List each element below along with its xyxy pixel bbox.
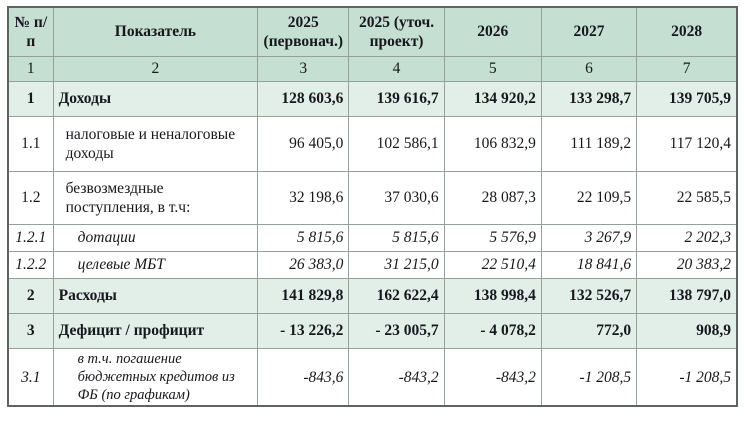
column-index: 2 [52,56,259,82]
value-cell: 22 109,5 [540,171,638,225]
value-cell: 31 215,0 [348,251,445,279]
column-header-num: № п/п [7,6,54,57]
table-row-dotations: 1.2.1 дотации 5 815,6 5 815,6 5 576,9 3 … [7,224,738,252]
value-cell: 20 383,2 [636,251,738,279]
row-label-cell: безвозмездные поступления, в т.ч: [52,171,259,225]
row-num-cell: 1.2 [7,171,54,225]
value-cell: 162 622,4 [348,278,445,314]
row-num-cell: 3 [7,313,54,349]
value-cell: -1 208,5 [636,348,738,407]
budget-table: № п/п Показатель 2025 (первонач.) 2025 (… [7,6,738,408]
table-row-expenditures: 2 Расходы 141 829,8 162 622,4 138 998,4 … [7,278,738,314]
table-row-deficit-surplus: 3 Дефицит / профицит - 13 226,2 - 23 005… [7,313,738,349]
table-row-incomes: 1 Доходы 128 603,6 139 616,7 134 920,2 1… [7,81,738,117]
table-row-tax-nontax: 1.1 налоговые и неналоговые доходы 96 40… [7,116,738,172]
table-row-targeted-mbt: 1.2.2 целевые МБТ 26 383,0 31 215,0 22 5… [7,251,738,279]
column-header-2028: 2028 [636,6,738,57]
row-label-cell: в т.ч. погашение бюджетных кредитов из Ф… [52,348,259,407]
value-cell: 132 526,7 [540,278,638,314]
row-num-cell: 2 [7,278,54,314]
column-index: 6 [540,56,638,82]
row-label-cell: налоговые и неналоговые доходы [52,116,259,172]
value-cell: - 13 226,2 [257,313,350,349]
value-cell: 134 920,2 [443,81,542,117]
value-cell: 128 603,6 [257,81,350,117]
value-cell: -1 208,5 [540,348,638,407]
value-cell: -843,2 [443,348,542,407]
value-cell: - 4 078,2 [443,313,542,349]
value-cell: -843,6 [257,348,350,407]
value-cell: 138 797,0 [636,278,738,314]
row-label-cell: Дефицит / профицит [52,313,259,349]
row-label-cell: Доходы [52,81,259,117]
value-cell: 28 087,3 [443,171,542,225]
column-index: 1 [7,56,54,82]
value-cell: 139 616,7 [348,81,445,117]
row-num-cell: 1.2.2 [7,251,54,279]
column-index: 4 [348,56,445,82]
value-cell: 102 586,1 [348,116,445,172]
value-cell: 96 405,0 [257,116,350,172]
column-index: 7 [636,56,738,82]
value-cell: 5 576,9 [443,224,542,252]
column-header-indicator: Показатель [52,6,259,57]
header-row: № п/п Показатель 2025 (первонач.) 2025 (… [7,6,738,57]
column-header-2025-initial: 2025 (первонач.) [257,6,350,57]
value-cell: 138 998,4 [443,278,542,314]
row-num-cell: 1.2.1 [7,224,54,252]
value-cell: 111 189,2 [540,116,638,172]
value-cell: 139 705,9 [636,81,738,117]
column-index: 3 [257,56,350,82]
value-cell: 908,9 [636,313,738,349]
table-row-gratuitous-receipts: 1.2 безвозмездные поступления, в т.ч: 32… [7,171,738,225]
table-row-budget-credit-repayment: 3.1 в т.ч. погашение бюджетных кредитов … [7,348,738,407]
row-label-cell: Расходы [52,278,259,314]
column-header-2026: 2026 [443,6,542,57]
value-cell: 18 841,6 [540,251,638,279]
value-cell: 32 198,6 [257,171,350,225]
row-num-cell: 1 [7,81,54,117]
value-cell: 141 829,8 [257,278,350,314]
value-cell: 5 815,6 [348,224,445,252]
value-cell: - 23 005,7 [348,313,445,349]
column-header-2027: 2027 [540,6,638,57]
column-header-2025-revised: 2025 (уточ. проект) [348,6,445,57]
row-num-cell: 1.1 [7,116,54,172]
value-cell: -843,2 [348,348,445,407]
row-label-cell: целевые МБТ [52,251,259,279]
value-cell: 22 510,4 [443,251,542,279]
value-cell: 22 585,5 [636,171,738,225]
column-index: 5 [443,56,542,82]
column-index-row: 1 2 3 4 5 6 7 [7,56,738,82]
value-cell: 5 815,6 [257,224,350,252]
value-cell: 2 202,3 [636,224,738,252]
value-cell: 26 383,0 [257,251,350,279]
row-label-cell: дотации [52,224,259,252]
value-cell: 3 267,9 [540,224,638,252]
value-cell: 37 030,6 [348,171,445,225]
value-cell: 133 298,7 [540,81,638,117]
row-num-cell: 3.1 [7,348,54,407]
value-cell: 106 832,9 [443,116,542,172]
value-cell: 772,0 [540,313,638,349]
value-cell: 117 120,4 [636,116,738,172]
